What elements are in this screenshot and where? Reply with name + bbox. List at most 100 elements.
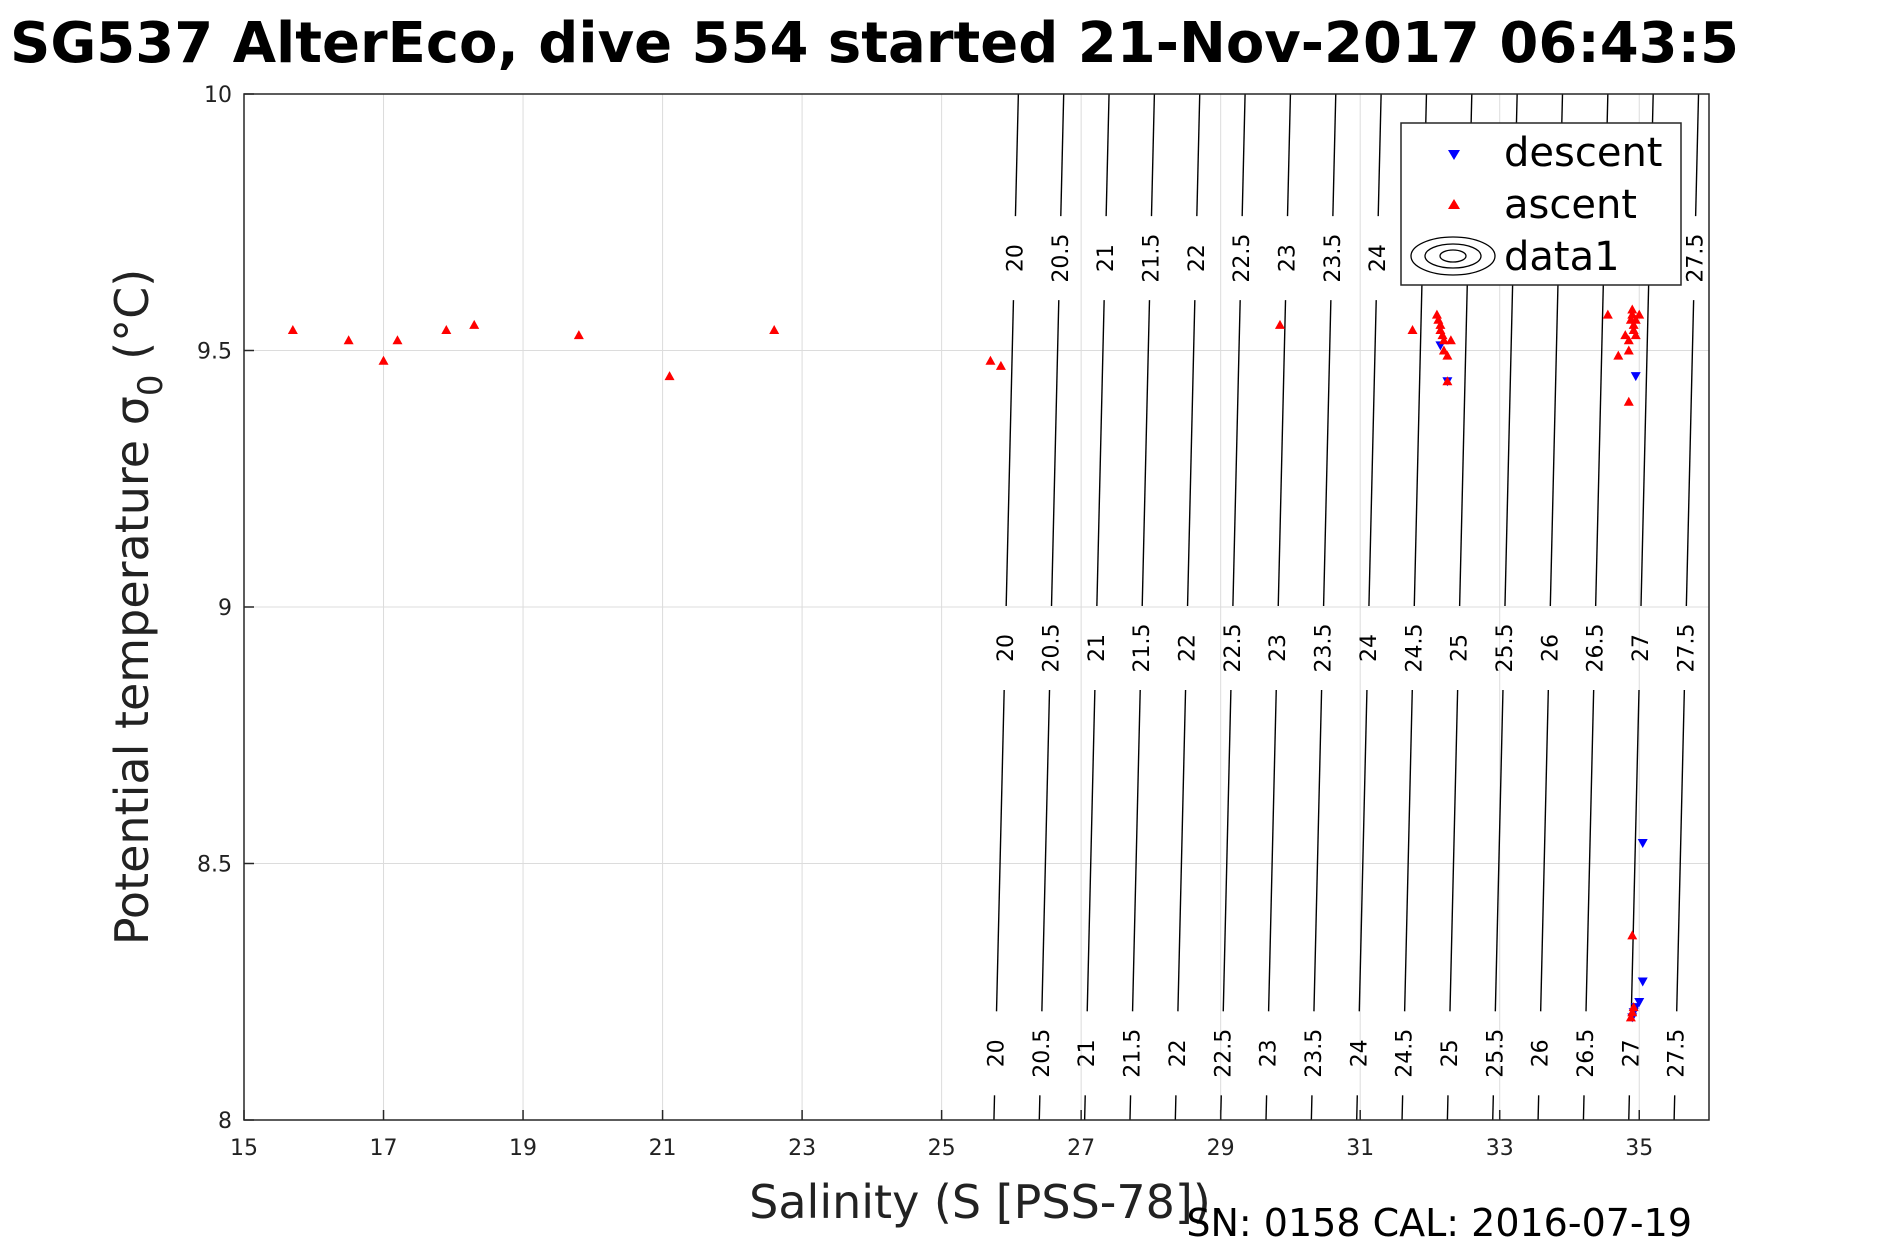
contour-label: 20 [1003, 244, 1028, 272]
ascent-point [1625, 1012, 1636, 1022]
ascent-point [1274, 319, 1285, 329]
density-contour-line [1628, 1095, 1631, 1121]
density-contour-line [1232, 300, 1241, 607]
density-contour-line [1694, 93, 1700, 217]
density-contour-line [1286, 93, 1292, 217]
legend: descent ascent data1 [1400, 122, 1682, 286]
legend-ascent-label: ascent [1504, 182, 1637, 228]
contour-label: 23.5 [1321, 234, 1346, 283]
contour-label: 27 [1629, 634, 1654, 662]
legend-descent-label: descent [1504, 130, 1662, 176]
contour-label: 24 [1366, 244, 1391, 272]
density-contour-line [1041, 690, 1051, 1012]
density-contour-line [995, 690, 1005, 1012]
density-contour-line [1186, 300, 1196, 607]
contour-label: 26.5 [1584, 624, 1609, 673]
x-tick-label: 17 [370, 1136, 398, 1161]
ascent-point [1442, 350, 1453, 360]
ascent-point [1620, 330, 1631, 340]
density-contour-line [1685, 300, 1695, 607]
ascent-point [1627, 309, 1638, 319]
ascent-point [392, 335, 403, 345]
density-contour-line [1177, 690, 1187, 1012]
contour-label: 23.5 [1302, 1029, 1327, 1078]
density-contour-line [1403, 690, 1413, 1012]
contour-label: 21 [1094, 244, 1119, 272]
data-points [287, 304, 1648, 1023]
y-tick-label: 9.5 [197, 340, 232, 365]
density-contour-line [1174, 1095, 1177, 1121]
contour-label: 20.5 [1049, 234, 1074, 283]
density-contour-line [1241, 93, 1246, 217]
ascent-point [1627, 1007, 1638, 1017]
contour-label: 22.5 [1221, 624, 1246, 673]
ascent-point [1613, 350, 1624, 360]
density-contour-line [1401, 1095, 1404, 1121]
contour-label: 21 [1085, 634, 1110, 662]
descent-point [1634, 998, 1645, 1008]
contour-label: 21.5 [1130, 624, 1155, 673]
density-contour-line [1096, 300, 1105, 607]
ascent-point [1627, 930, 1638, 940]
density-contour-line [1377, 93, 1382, 217]
ascent-point [1438, 335, 1449, 345]
ascent-point [1630, 330, 1641, 340]
x-tick-label: 25 [928, 1136, 956, 1161]
x-tick-label: 35 [1625, 1136, 1653, 1161]
density-contour-line [1265, 1095, 1268, 1121]
density-contour-line [1310, 1095, 1313, 1121]
contour-label: 22 [1185, 244, 1210, 272]
contour-label: 20.5 [1030, 1029, 1055, 1078]
y-tick-label: 8 [218, 1109, 232, 1134]
ascent-point [1623, 345, 1634, 355]
ascent-point [1628, 1002, 1639, 1012]
ascent-point [1623, 335, 1634, 345]
legend-contour-icon [1410, 236, 1496, 276]
contour-label: 27.5 [1665, 1029, 1690, 1078]
ascent-point [1623, 396, 1634, 406]
descent-point [1637, 977, 1648, 987]
ascent-point [1445, 335, 1456, 345]
density-contour-line [1322, 300, 1332, 607]
ascent-point [469, 319, 480, 329]
density-contour-line [1038, 1095, 1041, 1121]
contour-label: 21.5 [1121, 1029, 1146, 1078]
ascent-point [664, 371, 675, 381]
density-contour-line [1005, 300, 1015, 607]
density-contour-line [1129, 1095, 1132, 1121]
ascent-point [1630, 314, 1641, 324]
calibration-footer: SN: 0158 CAL: 2016-07-19 [1186, 1201, 1692, 1245]
contour-label: 20 [985, 1039, 1010, 1067]
x-tick-label: 29 [1207, 1136, 1235, 1161]
legend-descent-marker [1448, 150, 1460, 160]
contour-label: 26 [1538, 634, 1563, 662]
contour-label: 24.5 [1402, 624, 1427, 673]
x-tick-label: 19 [509, 1136, 537, 1161]
density-contour-line [1222, 690, 1232, 1012]
ascent-point [1438, 345, 1449, 355]
contour-label: 24 [1357, 634, 1382, 662]
contour-label: 27.5 [1684, 234, 1709, 283]
ascent-point [441, 324, 452, 334]
density-contour-line [1196, 93, 1201, 217]
contour-label: 20.5 [1040, 624, 1065, 673]
density-contour-line [1083, 1095, 1086, 1121]
density-contour-line [1356, 1095, 1358, 1121]
density-contour-line [1277, 300, 1287, 607]
density-contour-line [1494, 690, 1504, 1012]
density-contour-line [1332, 93, 1337, 217]
density-contour-line [1449, 690, 1459, 1012]
density-contour-line [1313, 690, 1323, 1012]
contour-label: 23 [1257, 1039, 1282, 1067]
density-contour-line [1050, 300, 1060, 607]
contour-label: 21 [1075, 1039, 1100, 1067]
density-contour-line [1141, 300, 1151, 607]
density-contour-line [1086, 690, 1096, 1012]
density-contour-line [1060, 93, 1065, 217]
contour-label: 25.5 [1483, 1029, 1508, 1078]
contour-label: 23 [1276, 244, 1301, 272]
contour-label: 25 [1448, 634, 1473, 662]
y-tick-label: 8.5 [197, 853, 232, 878]
x-tick-label: 15 [230, 1136, 258, 1161]
